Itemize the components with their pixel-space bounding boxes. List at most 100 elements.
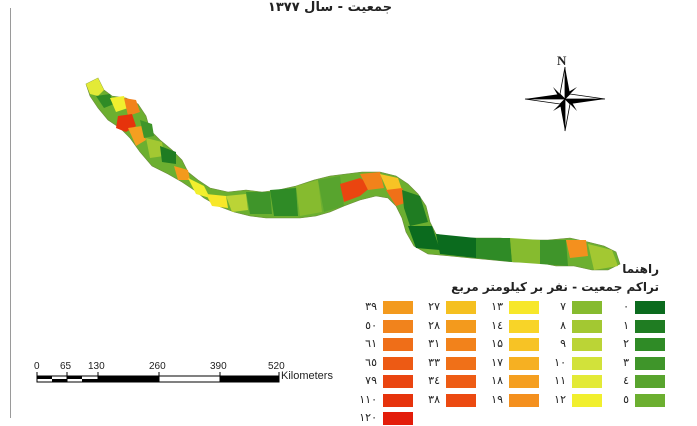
legend-swatch	[635, 338, 665, 351]
legend-item: ۱۷	[469, 355, 539, 371]
legend-item: ۳۱	[406, 336, 476, 352]
legend-item: ۱	[595, 318, 665, 334]
legend-item: ۳٤	[406, 373, 476, 389]
legend-label: ۳۹	[365, 300, 377, 313]
region-patch-yellow	[188, 178, 210, 198]
legend-item: ۱۱	[532, 373, 602, 389]
legend-swatch	[572, 338, 602, 351]
region-patch-dgreen	[408, 226, 440, 250]
legend-swatch	[509, 301, 539, 314]
legend-item: ۳	[595, 355, 665, 371]
legend-label: ۱۰	[554, 355, 566, 369]
legend-item: ۱٤	[469, 318, 539, 334]
legend-swatch	[635, 375, 665, 388]
legend-label: ۱۵	[491, 337, 503, 350]
legend-swatch	[446, 375, 476, 388]
legend-item: ۷۹	[343, 373, 413, 389]
legend-swatch	[572, 375, 602, 388]
legend-grid: ۰ ۱ ۲ ۳ ٤ ٥ ۷ ۸ ۹ ۱۰ ۱۱ ۱۲ ۱۳ ۱٤ ۱۵ ۱۷ ۱۸ ۱۹ ۲۷ ۲۸ ۳۱ ۳۳ ۳٤ ۳۸ ۳…	[359, 297, 665, 425]
scale-unit: Kilometers	[281, 370, 333, 382]
legend-swatch	[572, 301, 602, 314]
legend-label: ۲۷	[428, 300, 440, 313]
legend-swatch	[509, 375, 539, 388]
region-patch-red	[340, 178, 372, 202]
region-patch-dgreen	[436, 234, 476, 258]
legend-swatch	[446, 301, 476, 314]
legend-item: ۱۹	[469, 392, 539, 408]
legend-swatch	[383, 356, 413, 370]
north-label: N	[557, 53, 567, 68]
legend-item: ۲۷	[406, 299, 476, 315]
legend-item: ۳۸	[406, 392, 476, 408]
region-patch-lgreen	[146, 138, 164, 158]
legend-swatch	[446, 319, 476, 333]
legend-swatch	[383, 375, 413, 388]
legend-swatch	[446, 393, 476, 407]
legend-label: ۳٤	[428, 374, 440, 387]
legend-label: ٥	[623, 392, 629, 406]
region-patch-green	[160, 146, 176, 164]
legend-label: ۱۱	[554, 374, 566, 387]
legend-label: ۰	[623, 300, 629, 313]
region-patch-red	[116, 114, 136, 132]
legend-label: ۱۳	[491, 300, 503, 313]
legend-label: ۱۲	[554, 392, 566, 406]
legend-heading: راهنما	[622, 262, 659, 276]
scale-label: 260	[149, 361, 166, 372]
legend-swatch	[383, 338, 413, 351]
scale-label: 130	[88, 361, 105, 372]
legend-swatch	[572, 319, 602, 333]
region-patch-yellow	[206, 194, 228, 208]
legend-label: ۸	[560, 318, 566, 332]
legend-item: ۳۹	[343, 299, 413, 315]
north-arrow	[524, 66, 606, 132]
study-region	[85, 77, 621, 271]
region-outline	[85, 77, 621, 271]
region-patch-lgreen	[296, 180, 322, 216]
legend-swatch	[635, 301, 665, 314]
legend-item: ۹	[532, 336, 602, 352]
legend-swatch	[509, 393, 539, 407]
legend-swatch	[446, 338, 476, 351]
region-patch-green	[96, 94, 114, 108]
region-patch-lgreen	[588, 244, 618, 270]
legend-label: ۱۷	[491, 355, 503, 369]
scale-bar	[36, 372, 280, 383]
legend-swatch	[635, 393, 665, 407]
region-patch-green	[270, 188, 298, 216]
region-patch-green	[540, 240, 568, 266]
legend-label: ۳	[623, 355, 629, 369]
region-patch-green	[318, 176, 344, 212]
legend-swatch	[383, 319, 413, 333]
legend-item: ۱۱۰	[343, 392, 413, 408]
legend-item: ٥۰	[343, 318, 413, 334]
legend-item: ۸	[532, 318, 602, 334]
region-patch-yellow	[86, 78, 104, 96]
legend-label: ۱۱۰	[359, 392, 377, 406]
legend-item: ۱۲۰	[343, 410, 413, 426]
scale-label: 390	[210, 361, 227, 372]
region-patch-orange	[566, 240, 588, 258]
scale-label: 65	[60, 361, 72, 372]
legend-swatch	[572, 393, 602, 407]
legend-item: ٦٥	[343, 355, 413, 371]
legend-label: ٤	[623, 374, 629, 387]
legend-item: ۷	[532, 299, 602, 315]
region-patch-orange	[360, 172, 384, 190]
legend-label: ۱٤	[491, 318, 503, 332]
region-patch-green	[140, 120, 154, 138]
legend-swatch	[572, 356, 602, 370]
scale-label: 0	[34, 361, 40, 372]
legend-label: ٥۰	[365, 318, 377, 332]
legend-swatch	[509, 338, 539, 351]
legend-item: ۲۸	[406, 318, 476, 334]
legend-swatch	[635, 319, 665, 333]
region-patch-green	[246, 192, 272, 214]
map-title: جمعیت - سال ۱۳۷۷	[267, 0, 393, 15]
legend-label: ۲	[623, 337, 629, 350]
legend-label: ۳۸	[428, 392, 440, 406]
region-patch-green	[476, 238, 512, 262]
legend-item: ۲	[595, 336, 665, 352]
legend-label: ۳۱	[428, 337, 440, 350]
